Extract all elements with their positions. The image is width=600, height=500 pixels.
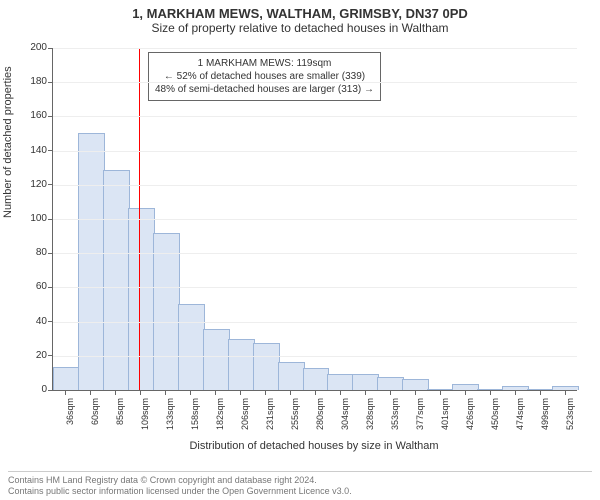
grid-line — [53, 219, 577, 220]
y-tick-label: 100 — [21, 213, 47, 224]
y-tick-label: 120 — [21, 179, 47, 190]
x-tick-mark — [265, 390, 266, 395]
footer-line2: Contains public sector information licen… — [8, 486, 592, 498]
y-tick-label: 140 — [21, 145, 47, 156]
y-tick-label: 180 — [21, 76, 47, 87]
x-tick-mark — [515, 390, 516, 395]
x-tick-mark — [315, 390, 316, 395]
bar — [103, 170, 130, 390]
x-tick-mark — [115, 390, 116, 395]
x-tick-label: 231sqm — [265, 398, 275, 438]
bar — [128, 208, 155, 390]
grid-line — [53, 82, 577, 83]
bar — [502, 386, 529, 390]
x-tick-mark — [565, 390, 566, 395]
x-axis-label: Distribution of detached houses by size … — [52, 440, 576, 452]
x-tick-mark — [65, 390, 66, 395]
annotation-box: 1 MARKHAM MEWS: 119sqm ← 52% of detached… — [148, 52, 381, 101]
x-tick-label: 109sqm — [140, 398, 150, 438]
x-tick-label: 280sqm — [315, 398, 325, 438]
annotation-line2: ← 52% of detached houses are smaller (33… — [155, 70, 374, 83]
x-tick-label: 255sqm — [290, 398, 300, 438]
x-tick-label: 401sqm — [440, 398, 450, 438]
bar — [203, 329, 230, 390]
x-tick-mark — [290, 390, 291, 395]
bar — [278, 362, 305, 390]
bar — [427, 389, 454, 390]
bar — [178, 304, 205, 391]
y-tick-label: 0 — [21, 384, 47, 395]
y-axis-label: Number of detached properties — [2, 66, 14, 218]
x-tick-mark — [165, 390, 166, 395]
bar — [452, 384, 479, 390]
footer-line1: Contains HM Land Registry data © Crown c… — [8, 475, 592, 487]
x-tick-label: 158sqm — [190, 398, 200, 438]
bar — [327, 374, 354, 390]
bar — [303, 368, 330, 390]
y-tick-label: 80 — [21, 247, 47, 258]
x-tick-label: 328sqm — [365, 398, 375, 438]
bar — [153, 233, 180, 390]
x-tick-mark — [415, 390, 416, 395]
bar — [377, 377, 404, 390]
x-tick-mark — [240, 390, 241, 395]
x-tick-mark — [365, 390, 366, 395]
bar — [78, 133, 105, 391]
x-tick-label: 450sqm — [490, 398, 500, 438]
x-tick-mark — [490, 390, 491, 395]
x-tick-mark — [440, 390, 441, 395]
grid-line — [53, 48, 577, 49]
x-tick-label: 377sqm — [415, 398, 425, 438]
bar — [527, 389, 554, 390]
annotation-line3: 48% of semi-detached houses are larger (… — [155, 83, 374, 96]
x-tick-label: 523sqm — [565, 398, 575, 438]
bar — [53, 367, 80, 390]
chart-subtitle: Size of property relative to detached ho… — [0, 21, 600, 37]
x-tick-label: 426sqm — [465, 398, 475, 438]
plot-area: 1 MARKHAM MEWS: 119sqm ← 52% of detached… — [52, 48, 577, 391]
y-tick-label: 40 — [21, 316, 47, 327]
y-tick-label: 200 — [21, 42, 47, 53]
x-tick-label: 36sqm — [65, 398, 75, 438]
grid-line — [53, 253, 577, 254]
x-tick-mark — [465, 390, 466, 395]
x-tick-label: 60sqm — [90, 398, 100, 438]
x-tick-label: 474sqm — [515, 398, 525, 438]
bar — [552, 386, 579, 390]
x-tick-label: 206sqm — [240, 398, 250, 438]
annotation-line1: 1 MARKHAM MEWS: 119sqm — [155, 57, 374, 70]
x-tick-label: 85sqm — [115, 398, 125, 438]
grid-line — [53, 185, 577, 186]
grid-line — [53, 356, 577, 357]
bar — [352, 374, 379, 390]
grid-line — [53, 287, 577, 288]
bar — [253, 343, 280, 390]
grid-line — [53, 151, 577, 152]
grid-line — [53, 322, 577, 323]
x-tick-mark — [215, 390, 216, 395]
chart-title: 1, MARKHAM MEWS, WALTHAM, GRIMSBY, DN37 … — [0, 0, 600, 21]
x-tick-mark — [190, 390, 191, 395]
y-tick-label: 160 — [21, 110, 47, 121]
y-tick-label: 20 — [21, 350, 47, 361]
bar — [402, 379, 429, 390]
chart-container: 1, MARKHAM MEWS, WALTHAM, GRIMSBY, DN37 … — [0, 0, 600, 500]
x-tick-label: 304sqm — [340, 398, 350, 438]
footer: Contains HM Land Registry data © Crown c… — [8, 471, 592, 498]
x-tick-label: 182sqm — [215, 398, 225, 438]
x-tick-mark — [540, 390, 541, 395]
bar — [477, 389, 504, 390]
bar — [228, 339, 255, 390]
y-tick-label: 60 — [21, 281, 47, 292]
x-tick-mark — [390, 390, 391, 395]
grid-line — [53, 116, 577, 117]
x-tick-mark — [90, 390, 91, 395]
x-tick-label: 353sqm — [390, 398, 400, 438]
x-tick-mark — [340, 390, 341, 395]
x-tick-label: 133sqm — [165, 398, 175, 438]
x-tick-mark — [140, 390, 141, 395]
x-tick-label: 499sqm — [540, 398, 550, 438]
